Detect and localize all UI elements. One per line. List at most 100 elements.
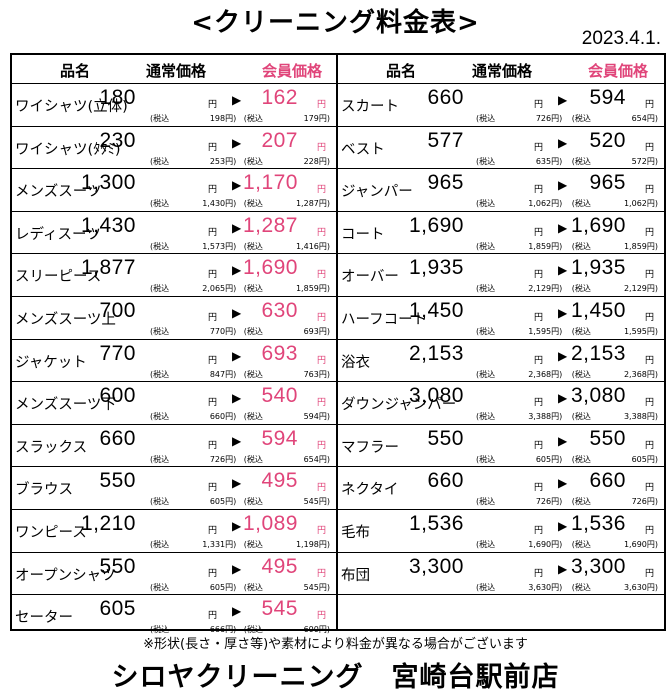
regular-tax-value: 3,388 xyxy=(528,412,552,422)
regular-price-with-tax: (税込 198円) xyxy=(150,114,237,123)
yen-label: 円 xyxy=(644,525,654,536)
yen-label: 円 xyxy=(644,398,654,409)
member-tax-value: 1,690 xyxy=(623,539,647,549)
regular-price: 550 xyxy=(427,426,464,450)
table-row: 浴衣 2,153 円 ▶ 2,153 円 (税込 2,368円) (税込 2,368円) xyxy=(338,338,664,382)
member-tax-value: 545 xyxy=(303,582,319,592)
arrow-icon: ▶ xyxy=(558,93,568,107)
member-price-with-tax: (税込 179円) xyxy=(243,114,330,123)
regular-price-with-tax: (税込 1,430円) xyxy=(150,199,237,209)
regular-price-with-tax: (税込 3,388円) xyxy=(476,412,563,422)
tax-label: (税込 xyxy=(243,625,263,635)
yen-label: 円 xyxy=(646,582,655,592)
table-row xyxy=(338,594,664,637)
tax-label: (税込 xyxy=(243,326,263,336)
yen-label: 円 xyxy=(208,270,218,281)
regular-price: 1,877 xyxy=(80,256,136,280)
yen-label: 円 xyxy=(316,185,326,196)
regular-price: 660 xyxy=(99,426,136,450)
tax-label: (税込 xyxy=(150,497,170,507)
rows-right: スカート 660 円 ▶ 594 円 (税込 726円) (税込 654円) ベスト 577 円 ▶ 520… xyxy=(338,83,664,637)
regular-price: 1,536 xyxy=(408,511,464,535)
regular-price: 230 xyxy=(99,128,136,152)
regular-price: 1,300 xyxy=(80,171,136,195)
tax-label: (税込 xyxy=(476,241,496,251)
table-row: ワンピース 1,210 円 ▶ 1,089 円 (税込 1,331円) (税込 1,198円) xyxy=(12,508,336,552)
member-tax-value: 763 xyxy=(303,369,319,379)
member-tax-value: 179 xyxy=(303,114,319,123)
table-row: メンズスーツ 1,300 円 ▶ 1,170 円 (税込 1,430円) (税込 1,287円) xyxy=(12,168,336,211)
yen-label: 円 xyxy=(316,355,326,366)
member-price-with-tax: (税込 1,416円) xyxy=(243,241,330,251)
member-price-with-tax: (税込 545円) xyxy=(243,582,330,592)
member-price-with-tax: (税込 1,859円) xyxy=(571,241,658,251)
arrow-icon: ▶ xyxy=(232,263,242,278)
table-row: マフラー 550 円 ▶ 550 円 (税込 605円) (税込 605円) xyxy=(338,423,664,467)
yen-label: 円 xyxy=(318,156,327,166)
tax-label: (税込 xyxy=(571,582,591,592)
tax-label: (税込 xyxy=(243,369,263,379)
item-name: ハーフコート xyxy=(341,311,428,328)
arrow-icon: ▶ xyxy=(558,561,568,576)
member-tax-value: 1,859 xyxy=(623,241,647,251)
yen-label: 円 xyxy=(646,156,655,166)
yen-label: 円 xyxy=(551,114,560,123)
regular-tax-value: 3,630 xyxy=(528,582,552,592)
member-price: 540 xyxy=(261,384,298,408)
yen-label: 円 xyxy=(225,156,234,166)
yen-label: 円 xyxy=(225,454,234,464)
yen-label: 円 xyxy=(316,312,326,323)
yen-label: 円 xyxy=(316,483,326,494)
regular-price: 1,450 xyxy=(408,298,464,322)
regular-tax-value: 847 xyxy=(209,369,226,379)
yen-label: 円 xyxy=(318,369,327,379)
member-tax-value: 1,198 xyxy=(295,539,319,549)
regular-tax-value: 726 xyxy=(535,114,552,123)
regular-tax-value: 1,062 xyxy=(528,199,552,209)
member-tax-value: 1,859 xyxy=(295,284,319,294)
yen-label: 円 xyxy=(534,398,544,409)
price-table: 品名 通常価格 会員価格 ワイシャツ(立体) 180 円 ▶ 162 円 (税込 198円)(… xyxy=(10,53,666,634)
regular-price-with-tax: (税込 605円) xyxy=(150,497,237,507)
tax-label: (税込 xyxy=(571,199,591,209)
yen-label: 円 xyxy=(318,326,327,336)
yen-label: 円 xyxy=(208,440,218,451)
yen-label: 円 xyxy=(316,227,326,238)
yen-label: 円 xyxy=(318,114,327,123)
member-price-with-tax: (税込 693円) xyxy=(243,326,330,336)
yen-label: 円 xyxy=(644,355,654,366)
yen-label: 円 xyxy=(208,525,218,536)
tax-label: (税込 xyxy=(571,241,591,251)
tax-label: (税込 xyxy=(243,241,263,251)
regular-tax-value: 198 xyxy=(209,114,226,123)
tax-label: (税込 xyxy=(476,582,496,592)
table-row: スラックス 660 円 ▶ 594 円 (税込 726円) (税込 654円) xyxy=(12,423,336,467)
regular-price-with-tax: (税込 1,573円) xyxy=(150,241,237,251)
member-price-with-tax: (税込 654円) xyxy=(243,454,330,464)
member-tax-value: 693 xyxy=(303,326,319,336)
regular-price-with-tax: (税込 770円) xyxy=(150,326,237,336)
tax-label: (税込 xyxy=(243,156,263,166)
yen-label: 円 xyxy=(225,114,234,123)
yen-label: 円 xyxy=(318,284,327,294)
member-price: 1,170 xyxy=(242,171,298,195)
member-price-with-tax: (税込 2,368円) xyxy=(571,369,658,379)
yen-label: 円 xyxy=(646,497,655,507)
arrow-icon: ▶ xyxy=(232,348,242,363)
tax-label: (税込 xyxy=(571,497,591,507)
member-price-with-tax: (税込 605円) xyxy=(571,454,658,464)
tax-label: (税込 xyxy=(150,284,170,294)
regular-price: 660 xyxy=(427,469,464,493)
member-tax-value: 594 xyxy=(303,412,319,422)
member-tax-value: 726 xyxy=(631,497,647,507)
yen-label: 円 xyxy=(316,611,326,622)
price-table-left: 品名 通常価格 会員価格 ワイシャツ(立体) 180 円 ▶ 162 円 (税込 198円)(… xyxy=(12,55,338,634)
member-tax-value: 1,595 xyxy=(623,326,647,336)
yen-label: 円 xyxy=(551,582,560,592)
yen-label: 円 xyxy=(551,497,560,507)
yen-label: 円 xyxy=(316,270,326,281)
item-name: 浴衣 xyxy=(341,354,370,371)
item-name: レディスーツ xyxy=(15,226,101,243)
member-price: 495 xyxy=(261,554,298,578)
member-price: 495 xyxy=(261,469,298,493)
